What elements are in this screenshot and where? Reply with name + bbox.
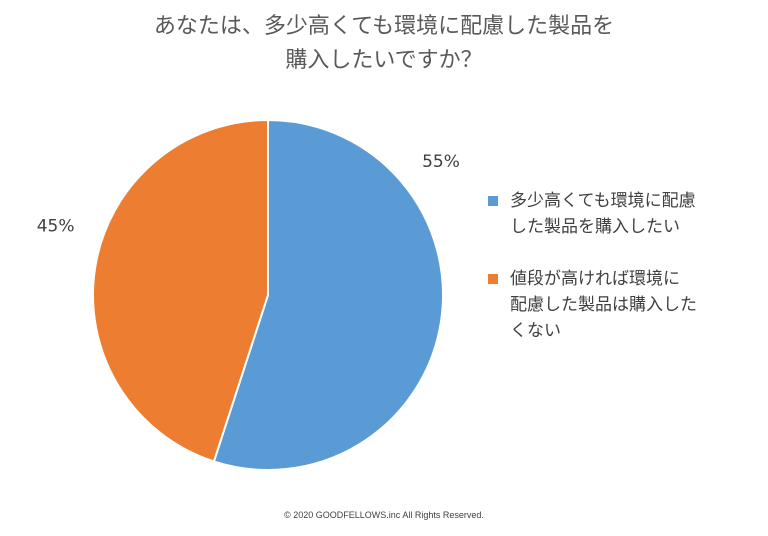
legend-swatch-orange	[488, 274, 498, 284]
chart-title-line-2: 購入したいですか？	[285, 48, 483, 73]
legend-text-do-not-want: 値段が高ければ環境に 配慮した製品は購入した くない	[510, 269, 697, 341]
pie-slice-1	[92, 118, 269, 463]
pie-slice-0	[212, 118, 444, 471]
legend-item-want-to-buy: 多少高くても環境に配慮 した製品を購入したい	[488, 188, 758, 240]
data-label-1: 45%	[37, 216, 75, 236]
chart-title-line-1: あなたは、多少高くても環境に配慮した製品を	[153, 14, 615, 39]
legend-swatch-blue	[488, 196, 498, 206]
legend-text-want-to-buy: 多少高くても環境に配慮 した製品を購入したい	[510, 191, 696, 237]
data-label-0: 55%	[422, 152, 460, 172]
legend-item-do-not-want: 値段が高ければ環境に 配慮した製品は購入した くない	[488, 266, 758, 344]
legend: 多少高くても環境に配慮 した製品を購入したい 値段が高ければ環境に 配慮した製品…	[488, 188, 758, 370]
chart-title: あなたは、多少高くても環境に配慮した製品を 購入したいですか？	[0, 10, 768, 78]
copyright-footer: © 2020 GOODFELLOWS.inc All Rights Reserv…	[284, 510, 484, 520]
